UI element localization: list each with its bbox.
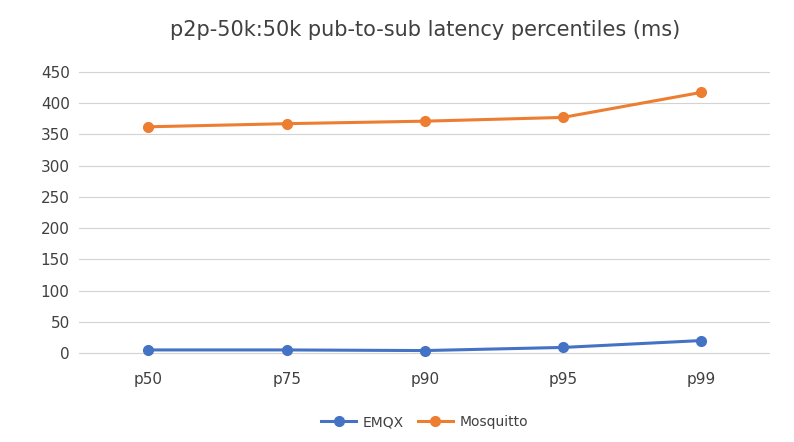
EMQX (696, 338, 706, 343)
Mosquitto (144, 124, 153, 130)
Mosquitto (696, 90, 706, 95)
Legend: EMQX, Mosquitto: EMQX, Mosquitto (316, 410, 534, 435)
EMQX (420, 348, 430, 353)
EMQX (558, 345, 568, 350)
Mosquitto (420, 118, 430, 124)
Mosquitto (282, 121, 291, 126)
Line: Mosquitto: Mosquitto (144, 88, 706, 132)
EMQX (144, 347, 153, 353)
Mosquitto (558, 115, 568, 120)
Title: p2p-50k:50k pub-to-sub latency percentiles (ms): p2p-50k:50k pub-to-sub latency percentil… (170, 20, 680, 40)
Line: EMQX: EMQX (144, 336, 706, 355)
EMQX (282, 347, 291, 353)
